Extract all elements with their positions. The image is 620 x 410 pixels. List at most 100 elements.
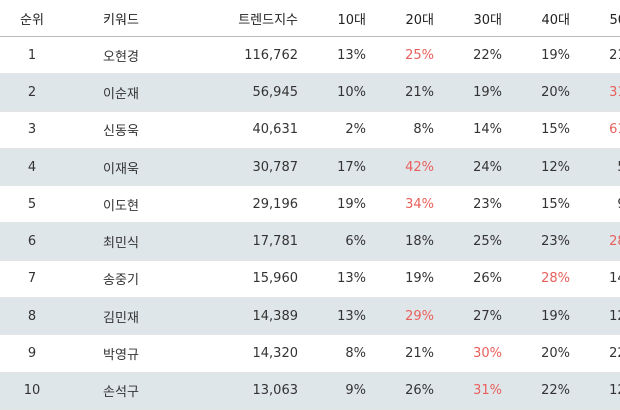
keyword-cell: 신동욱	[64, 111, 178, 149]
keyword-cell: 이도현	[64, 185, 178, 224]
age-50s-cell: 5%	[578, 148, 620, 187]
trend-index-cell: 14,389	[178, 297, 306, 336]
table-row: 7 송중기 15,960 13% 19% 26% 28% 14%	[0, 260, 620, 299]
trend-index-cell: 15,960	[178, 260, 306, 299]
age-50s-cell: 31%	[578, 73, 620, 112]
header-age-30s: 30대	[442, 0, 510, 37]
table-row: 2 이순재 56,945 10% 21% 19% 20% 31%	[0, 73, 620, 112]
table-row: 6 최민식 17,781 6% 18% 25% 23% 28%	[0, 222, 620, 261]
age-10s-cell: 8%	[306, 334, 374, 373]
age-50s-cell: 61%	[578, 111, 620, 149]
age-30s-cell: 19%	[442, 73, 510, 112]
keyword-cell: 이순재	[64, 73, 178, 112]
keyword-cell: 박영규	[64, 334, 178, 373]
age-30s-cell: 22%	[442, 36, 510, 75]
age-40s-cell: 23%	[510, 222, 578, 261]
age-50s-cell: 14%	[578, 260, 620, 299]
age-40s-cell: 28%	[510, 260, 578, 299]
age-10s-cell: 19%	[306, 185, 374, 224]
age-20s-cell: 34%	[374, 185, 442, 224]
age-20s-cell: 26%	[374, 372, 442, 410]
age-20s-cell: 29%	[374, 297, 442, 336]
header-trend-index: 트렌드지수	[178, 0, 306, 37]
table-row: 9 박영규 14,320 8% 21% 30% 20% 22%	[0, 334, 620, 373]
age-20s-cell: 8%	[374, 111, 442, 149]
age-20s-cell: 25%	[374, 36, 442, 75]
rank-cell: 5	[0, 185, 64, 224]
age-40s-cell: 22%	[510, 372, 578, 410]
rank-cell: 6	[0, 222, 64, 261]
age-40s-cell: 15%	[510, 111, 578, 149]
age-20s-cell: 19%	[374, 260, 442, 299]
age-20s-cell: 21%	[374, 73, 442, 112]
table-row: 10 손석구 13,063 9% 26% 31% 22% 12%	[0, 372, 620, 410]
age-10s-cell: 2%	[306, 111, 374, 149]
keyword-cell: 오현경	[64, 36, 178, 75]
age-40s-cell: 15%	[510, 185, 578, 224]
rank-cell: 7	[0, 260, 64, 299]
table-row: 5 이도현 29,196 19% 34% 23% 15% 9%	[0, 185, 620, 224]
age-40s-cell: 19%	[510, 36, 578, 75]
header-age-50s: 50대	[578, 0, 620, 37]
age-10s-cell: 10%	[306, 73, 374, 112]
header-rank: 순위	[0, 0, 64, 37]
rank-cell: 1	[0, 36, 64, 75]
table-row: 1 오현경 116,762 13% 25% 22% 19% 21%	[0, 36, 620, 75]
age-50s-cell: 12%	[578, 372, 620, 410]
header-row: 순위 키워드 트렌드지수 10대 20대 30대 40대 50대	[0, 0, 620, 37]
rank-cell: 9	[0, 334, 64, 373]
trend-index-cell: 13,063	[178, 372, 306, 410]
rank-cell: 4	[0, 148, 64, 187]
age-40s-cell: 12%	[510, 148, 578, 187]
table-row: 3 신동욱 40,631 2% 8% 14% 15% 61%	[0, 111, 620, 149]
keyword-cell: 최민식	[64, 222, 178, 261]
trend-index-cell: 14,320	[178, 334, 306, 373]
header-age-10s: 10대	[306, 0, 374, 37]
age-10s-cell: 9%	[306, 372, 374, 410]
rank-cell: 2	[0, 73, 64, 112]
age-50s-cell: 12%	[578, 297, 620, 336]
header-age-20s: 20대	[374, 0, 442, 37]
table-body: 1 오현경 116,762 13% 25% 22% 19% 21% 2 이순재 …	[0, 36, 620, 410]
age-30s-cell: 23%	[442, 185, 510, 224]
age-30s-cell: 30%	[442, 334, 510, 373]
trend-index-cell: 17,781	[178, 222, 306, 261]
header-keyword: 키워드	[64, 0, 178, 37]
trend-index-cell: 30,787	[178, 148, 306, 187]
age-30s-cell: 14%	[442, 111, 510, 149]
table-row: 8 김민재 14,389 13% 29% 27% 19% 12%	[0, 297, 620, 336]
age-20s-cell: 42%	[374, 148, 442, 187]
age-50s-cell: 9%	[578, 185, 620, 224]
age-20s-cell: 21%	[374, 334, 442, 373]
keyword-cell: 이재욱	[64, 148, 178, 187]
age-50s-cell: 28%	[578, 222, 620, 261]
age-10s-cell: 13%	[306, 297, 374, 336]
age-10s-cell: 6%	[306, 222, 374, 261]
keyword-cell: 김민재	[64, 297, 178, 336]
age-30s-cell: 25%	[442, 222, 510, 261]
age-30s-cell: 27%	[442, 297, 510, 336]
age-50s-cell: 22%	[578, 334, 620, 373]
age-10s-cell: 13%	[306, 260, 374, 299]
trend-index-cell: 40,631	[178, 111, 306, 149]
age-40s-cell: 20%	[510, 73, 578, 112]
trend-index-cell: 116,762	[178, 36, 306, 75]
keyword-cell: 송중기	[64, 260, 178, 299]
age-50s-cell: 21%	[578, 36, 620, 75]
header-age-40s: 40대	[510, 0, 578, 37]
age-40s-cell: 19%	[510, 297, 578, 336]
rank-cell: 3	[0, 111, 64, 149]
rank-cell: 10	[0, 372, 64, 410]
age-30s-cell: 24%	[442, 148, 510, 187]
table-row: 4 이재욱 30,787 17% 42% 24% 12% 5%	[0, 148, 620, 187]
age-20s-cell: 18%	[374, 222, 442, 261]
trend-index-cell: 29,196	[178, 185, 306, 224]
age-10s-cell: 17%	[306, 148, 374, 187]
trend-index-cell: 56,945	[178, 73, 306, 112]
keyword-cell: 손석구	[64, 372, 178, 410]
rank-cell: 8	[0, 297, 64, 336]
age-10s-cell: 13%	[306, 36, 374, 75]
age-30s-cell: 26%	[442, 260, 510, 299]
age-30s-cell: 31%	[442, 372, 510, 410]
